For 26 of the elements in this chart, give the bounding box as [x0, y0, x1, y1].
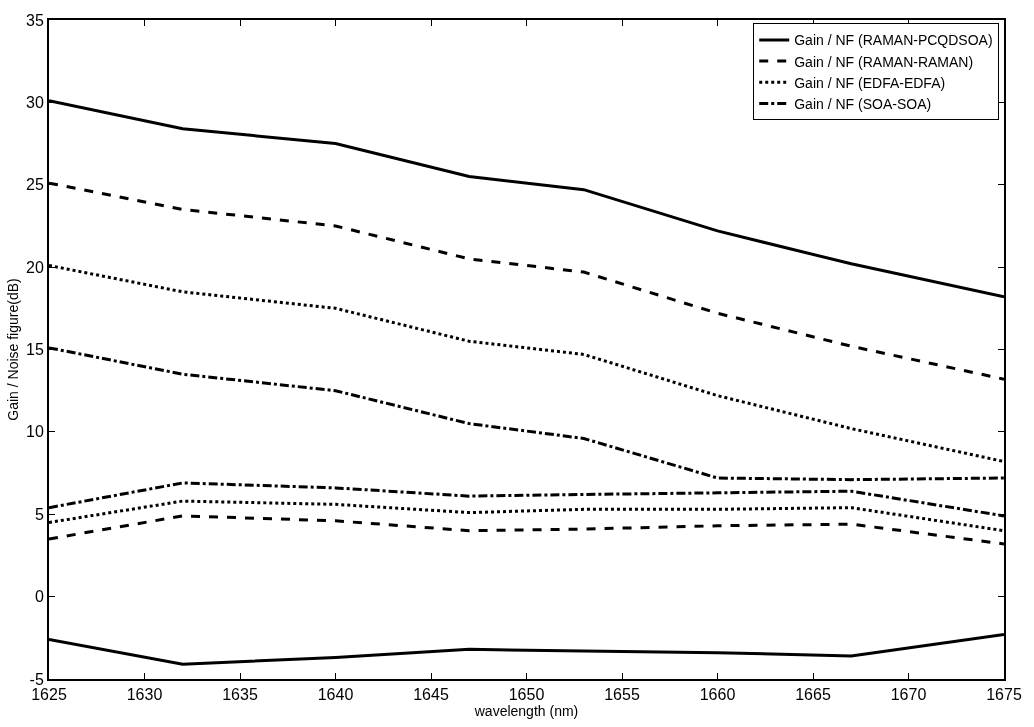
x-tick-label: 1665 [795, 686, 831, 704]
legend-label: Gain / NF (RAMAN-RAMAN) [794, 53, 974, 70]
y-tick-label: 35 [26, 11, 44, 29]
y-tick-label: 20 [26, 258, 44, 276]
x-tick-label: 1655 [604, 686, 640, 704]
x-tick-label: 1670 [890, 686, 927, 704]
y-tick-label: 30 [26, 93, 44, 111]
x-tick-label: 1675 [986, 686, 1022, 704]
x-tick-label: 1650 [508, 686, 545, 704]
x-tick-label: 1645 [413, 686, 449, 704]
y-tick-label: 0 [34, 588, 44, 606]
y-tick-label: -5 [29, 670, 44, 688]
x-axis-title: wavelength (nm) [473, 703, 579, 720]
y-tick-label: 5 [34, 505, 44, 523]
legend-label: Gain / NF (RAMAN-PCQDSOA) [794, 32, 993, 49]
x-tick-label: 1660 [699, 686, 736, 704]
y-tick-label: 10 [26, 423, 44, 441]
legend-label: Gain / NF (SOA-SOA) [794, 95, 932, 112]
x-tick-label: 1640 [317, 686, 354, 704]
y-axis-title: Gain / Noise figure(dB) [5, 278, 22, 421]
legend-label: Gain / NF (EDFA-EDFA) [794, 74, 946, 91]
y-tick-label: 15 [26, 341, 44, 359]
x-tick-label: 1635 [222, 686, 258, 704]
x-tick-label: 1630 [126, 686, 163, 704]
y-tick-label: 25 [26, 176, 44, 194]
x-tick-label: 1625 [31, 686, 67, 704]
